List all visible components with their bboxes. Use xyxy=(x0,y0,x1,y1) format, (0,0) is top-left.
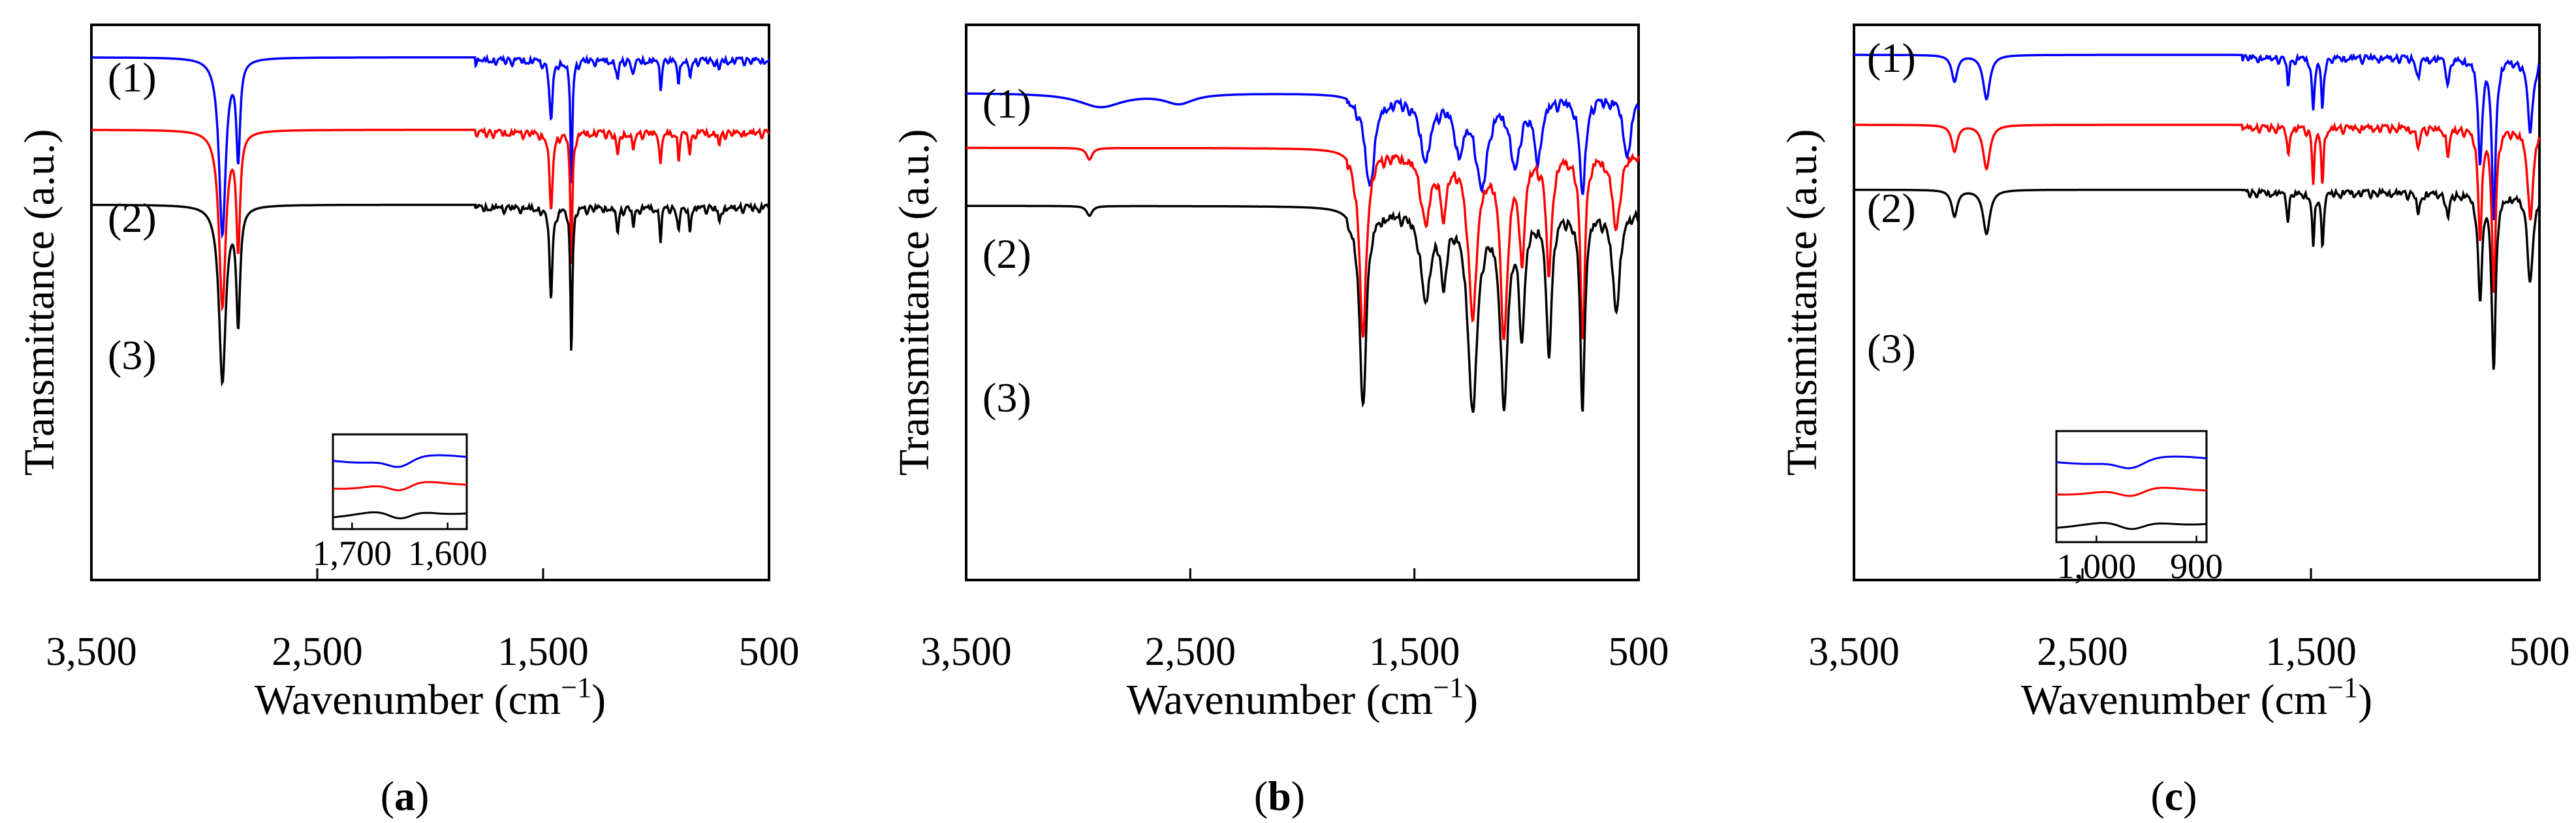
plot-frame xyxy=(1853,24,2541,581)
series-label-2: (2) xyxy=(982,231,1031,277)
x-tick-label: 500 xyxy=(739,630,800,674)
series-line-2 xyxy=(1854,121,2541,293)
series-line-3 xyxy=(966,204,1639,413)
series-label-2: (2) xyxy=(1867,185,1916,231)
x-tick-label: 3,500 xyxy=(1808,630,1900,674)
x-tick-label: 1,500 xyxy=(497,630,589,674)
series-line-3 xyxy=(91,201,770,387)
series-label-1: (1) xyxy=(982,80,1031,127)
panel-label: (a) xyxy=(381,773,430,819)
x-axis-label: Wavenumber (cm−1) xyxy=(255,671,606,724)
x-tick-label: 1,500 xyxy=(1369,630,1460,674)
inset-zoom: 1,000 900 xyxy=(2055,430,2223,586)
chart-panel-a: (1) (2) (3) 3,500 2,500 1,500 500 Wavenumber (c… xyxy=(16,24,800,819)
series-line-3 xyxy=(1854,186,2541,370)
x-tick-label: 500 xyxy=(2509,630,2570,674)
y-axis-label: Transmittance (a.u.) xyxy=(16,129,63,476)
series-line-1 xyxy=(1854,52,2541,220)
inset-tick-label: 1,600 xyxy=(408,534,488,573)
chart-panel-c: (1) (2) (3) 3,500 2,500 1,500 500 Wavenumber (c… xyxy=(1778,24,2570,819)
panel-label: (c) xyxy=(2150,773,2197,819)
inset-series-line-2 xyxy=(332,481,467,492)
inset-series-line-3 xyxy=(2056,522,2207,530)
x-tick-label: 2,500 xyxy=(1145,630,1236,674)
inset-zoom: 1,700 1,600 xyxy=(313,433,488,573)
x-tick-label: 3,500 xyxy=(46,630,137,674)
x-tick-label: 500 xyxy=(1609,630,1669,674)
x-axis-label: Wavenumber (cm−1) xyxy=(1127,671,1478,724)
plot-frame xyxy=(90,24,770,581)
x-axis-label: Wavenumber (cm−1) xyxy=(2021,671,2372,724)
series-label-3: (3) xyxy=(1867,325,1916,372)
inset-series-line-1 xyxy=(2056,455,2207,470)
y-axis-label: Transmittance (a.u.) xyxy=(1778,129,1826,476)
series-label-3: (3) xyxy=(982,374,1031,421)
x-tick-label: 3,500 xyxy=(920,630,1012,674)
series-label-1: (1) xyxy=(1867,35,1916,81)
x-tick-label: 2,500 xyxy=(272,630,363,674)
chart-panel-b: (1) (2) (3) 3,500 2,500 1,500 500 Wavenumber (c… xyxy=(890,24,1669,819)
inset-tick-label: 1,700 xyxy=(313,534,392,573)
series-line-2 xyxy=(91,126,770,312)
inset-tick-label: 1,000 xyxy=(2057,547,2137,586)
series-label-2: (2) xyxy=(108,195,157,241)
series-label-1: (1) xyxy=(108,54,157,101)
series-label-3: (3) xyxy=(108,332,157,378)
series-line-1 xyxy=(91,53,770,240)
plot-frame xyxy=(965,24,1640,581)
x-tick-label: 2,500 xyxy=(2037,630,2128,674)
panel-label: (b) xyxy=(1254,773,1305,819)
y-axis-label: Transmittance (a.u.) xyxy=(890,129,938,476)
x-tick-label: 1,500 xyxy=(2265,630,2357,674)
inset-series-line-3 xyxy=(332,511,467,520)
inset-series-line-1 xyxy=(332,454,467,468)
inset-series-line-2 xyxy=(2056,487,2207,497)
inset-tick-label: 900 xyxy=(2170,547,2223,586)
series-line-1 xyxy=(966,92,1640,195)
series-line-2 xyxy=(966,146,1640,341)
